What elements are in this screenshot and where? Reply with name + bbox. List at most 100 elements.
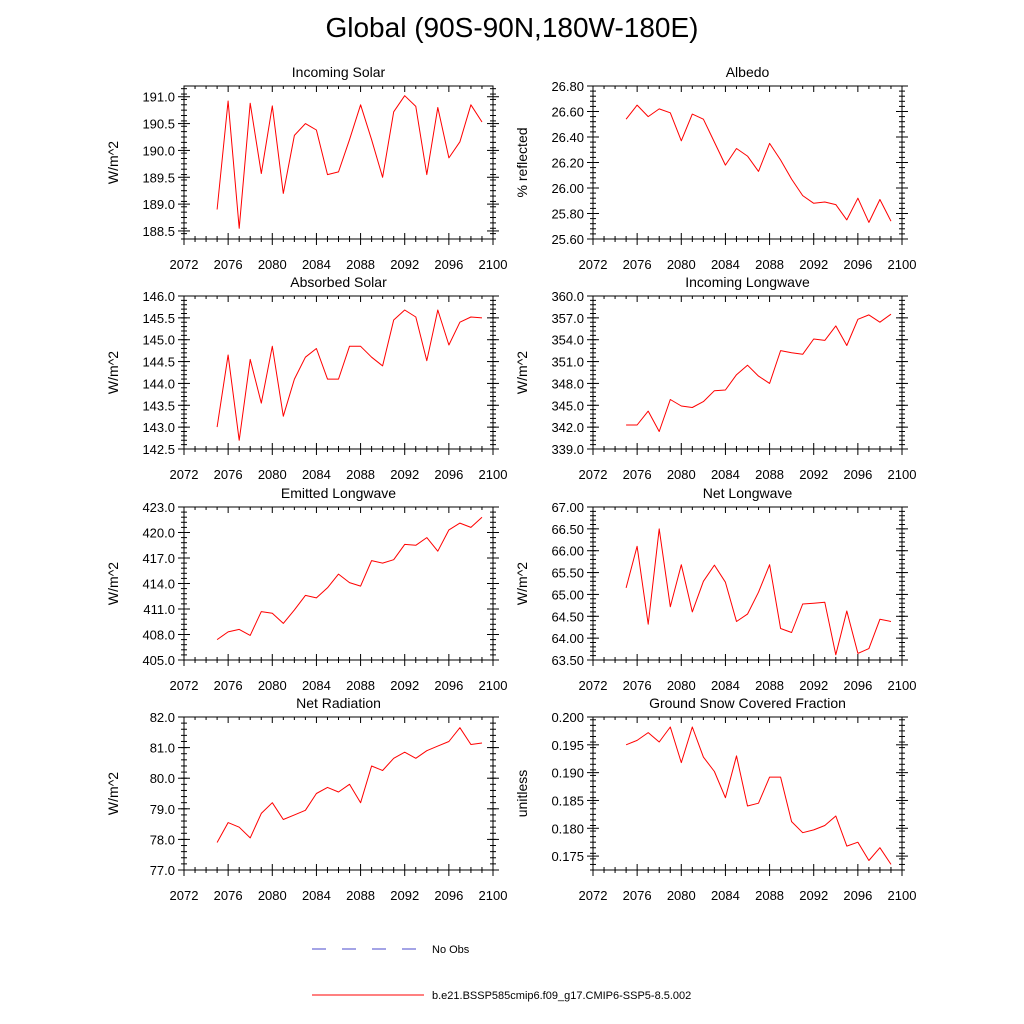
- y-axis-label: W/m^2: [514, 351, 530, 394]
- y-tick-label: 143.0: [142, 420, 175, 435]
- panel-title: Albedo: [726, 64, 770, 80]
- x-tick-label: 2100: [888, 467, 917, 482]
- x-tick-label: 2092: [390, 467, 419, 482]
- plot-frame: [592, 506, 903, 661]
- y-tick-label: 351.0: [551, 355, 584, 370]
- y-tick-label: 78.0: [150, 832, 175, 847]
- y-tick-label: 26.80: [551, 79, 584, 94]
- y-tick-label: 339.0: [551, 442, 584, 457]
- x-tick-label: 2080: [667, 257, 696, 272]
- legend-label-no-obs: No Obs: [432, 944, 470, 956]
- x-tick-label: 2076: [623, 888, 652, 903]
- y-tick-label: 189.0: [142, 197, 175, 212]
- y-axis-label: unitless: [514, 770, 530, 817]
- y-tick-label: 25.80: [551, 207, 584, 222]
- y-tick-label: 354.0: [551, 333, 584, 348]
- x-tick-label: 2076: [214, 467, 243, 482]
- y-tick-label: 63.50: [551, 653, 584, 668]
- x-tick-label: 2100: [888, 257, 917, 272]
- y-tick-label: 0.185: [551, 793, 584, 808]
- x-tick-label: 2072: [170, 678, 199, 693]
- y-tick-label: 348.0: [551, 376, 584, 391]
- x-tick-label: 2088: [755, 467, 784, 482]
- x-tick-label: 2092: [799, 257, 828, 272]
- y-tick-label: 67.00: [551, 500, 584, 515]
- y-tick-label: 144.0: [142, 376, 175, 391]
- series-line: [216, 95, 483, 229]
- plot-frame: [183, 85, 494, 240]
- x-tick-label: 2076: [623, 257, 652, 272]
- legend: No Obs b.e21.BSSP585cmip6.f09_g17.CMIP6-…: [312, 944, 691, 1002]
- x-tick-label: 2100: [479, 888, 508, 903]
- y-tick-label: 26.00: [551, 181, 584, 196]
- series-line: [625, 726, 892, 865]
- y-tick-label: 64.50: [551, 609, 584, 624]
- series-line: [216, 727, 483, 843]
- y-tick-label: 143.5: [142, 398, 175, 413]
- x-tick-label: 2072: [170, 888, 199, 903]
- y-tick-label: 191.0: [142, 90, 175, 105]
- x-tick-label: 2092: [799, 678, 828, 693]
- panel-5: Net Longwave W/m^2 2072 2076 2080 2084 2088 209…: [514, 485, 916, 693]
- panel-2: Absorbed Solar W/m^2 2072 2076 2080 2084 2088 2…: [105, 274, 507, 482]
- y-tick-label: 342.0: [551, 420, 584, 435]
- y-tick-label: 66.50: [551, 522, 584, 537]
- x-tick-label: 2080: [667, 678, 696, 693]
- y-tick-label: 142.5: [142, 442, 175, 457]
- x-tick-label: 2080: [258, 467, 287, 482]
- y-tick-label: 0.195: [551, 738, 584, 753]
- panel-title: Absorbed Solar: [290, 274, 387, 290]
- panel-4: Emitted Longwave W/m^2 2072 2076 2080 2084 208…: [105, 485, 507, 693]
- y-tick-label: 146.0: [142, 289, 175, 304]
- x-tick-label: 2088: [346, 678, 375, 693]
- x-tick-label: 2072: [579, 257, 608, 272]
- x-tick-label: 2092: [390, 257, 419, 272]
- x-tick-label: 2076: [623, 678, 652, 693]
- series-line: [216, 309, 483, 441]
- x-tick-label: 2088: [755, 257, 784, 272]
- y-tick-label: 190.5: [142, 117, 175, 132]
- y-tick-label: 190.0: [142, 143, 175, 158]
- y-tick-label: 420.0: [142, 526, 175, 541]
- series-line: [626, 313, 892, 432]
- x-tick-label: 2088: [346, 888, 375, 903]
- x-tick-label: 2096: [434, 467, 463, 482]
- x-tick-label: 2084: [302, 467, 331, 482]
- y-tick-label: 79.0: [150, 802, 175, 817]
- x-tick-label: 2076: [214, 888, 243, 903]
- panel-title: Emitted Longwave: [281, 485, 396, 501]
- x-tick-label: 2096: [843, 678, 872, 693]
- y-tick-label: 145.5: [142, 311, 175, 326]
- x-tick-label: 2100: [888, 888, 917, 903]
- x-tick-label: 2080: [667, 888, 696, 903]
- y-tick-label: 0.180: [551, 821, 584, 836]
- y-tick-label: 144.5: [142, 355, 175, 370]
- y-tick-label: 77.0: [150, 863, 175, 878]
- panel-title: Incoming Solar: [292, 64, 386, 80]
- page-title: Global (90S-90N,180W-180E): [325, 12, 699, 43]
- y-axis-label: W/m^2: [105, 772, 121, 815]
- y-tick-label: 26.20: [551, 156, 584, 171]
- x-tick-label: 2096: [434, 257, 463, 272]
- x-tick-label: 2100: [888, 678, 917, 693]
- x-tick-label: 2072: [170, 257, 199, 272]
- panel-1: Albedo % reflected 2072 2076 2080 2084 2088 209…: [514, 64, 916, 272]
- x-tick-label: 2084: [302, 678, 331, 693]
- y-tick-label: 81.0: [150, 741, 175, 756]
- plot-frame: [183, 716, 494, 871]
- y-axis-label: W/m^2: [514, 562, 530, 605]
- y-tick-label: 26.60: [551, 105, 584, 120]
- panel-title: Net Radiation: [296, 695, 381, 711]
- plot-frame: [592, 716, 903, 871]
- y-tick-label: 0.190: [551, 766, 584, 781]
- x-tick-label: 2088: [346, 257, 375, 272]
- plot-frame: [592, 295, 903, 450]
- y-tick-label: 80.0: [150, 771, 175, 786]
- x-tick-label: 2092: [390, 888, 419, 903]
- y-tick-label: 25.60: [551, 232, 584, 247]
- series-line: [216, 516, 483, 641]
- panel-3: Incoming Longwave W/m^2 2072 2076 2080 2084 20…: [514, 274, 916, 482]
- x-tick-label: 2100: [479, 257, 508, 272]
- x-tick-label: 2092: [799, 467, 828, 482]
